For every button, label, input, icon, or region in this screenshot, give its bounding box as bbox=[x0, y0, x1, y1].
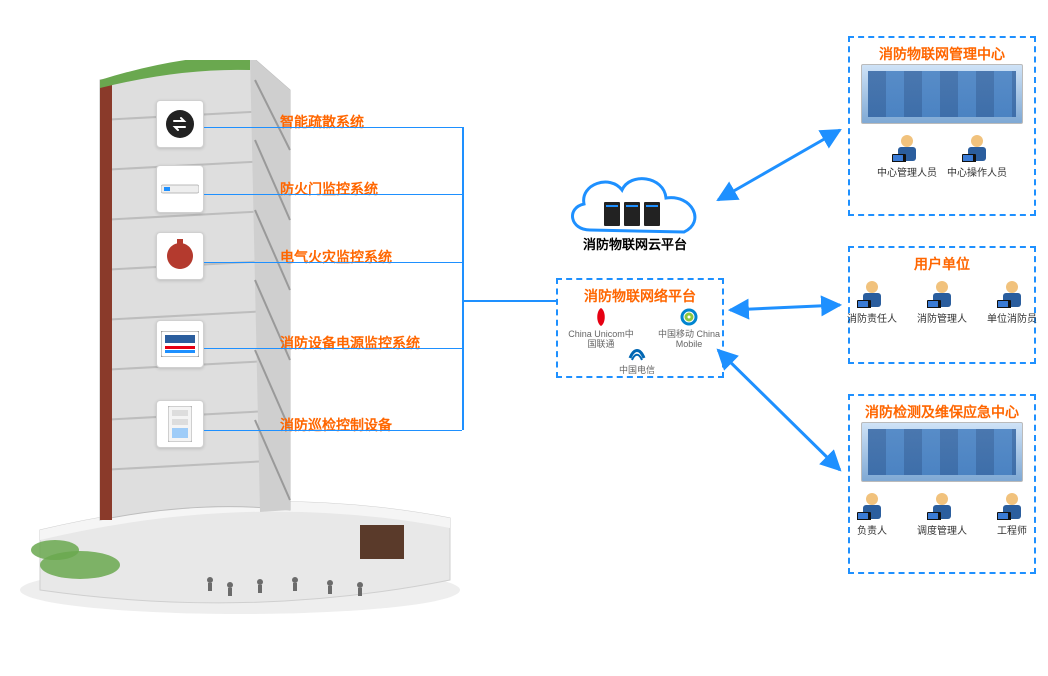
sys-door-line bbox=[204, 194, 462, 195]
panel-mgmt: 消防物联网管理中心中心管理人员中心操作人员 bbox=[848, 36, 1036, 216]
trunk-horizontal bbox=[462, 300, 556, 302]
arr-cloud-mgmt bbox=[718, 130, 840, 200]
panel-maint-body: 负责人 调度管理人 工程师 bbox=[858, 422, 1026, 564]
panel-maint: 消防检测及维保应急中心负责人 调度管理人 工程师 bbox=[848, 394, 1036, 574]
device-sys-patrol bbox=[156, 400, 204, 448]
panel-mgmt-title: 消防物联网管理中心 bbox=[850, 44, 1034, 64]
p-mgmt-op: 中心操作人员 bbox=[949, 132, 1005, 179]
p-user-owner-label: 消防责任人 bbox=[847, 310, 897, 325]
sys-evac-line bbox=[204, 127, 462, 128]
device-sys-power bbox=[156, 320, 204, 368]
panel-user-people-row: 消防责任人 消防管理人 单位消防员 bbox=[844, 278, 1040, 325]
p-mgmt-admin-label: 中心管理人员 bbox=[877, 164, 937, 179]
cloud-label: 消防物联网云平台 bbox=[560, 234, 710, 253]
p-maint-lead-label: 负责人 bbox=[857, 522, 887, 537]
sys-elec-label: 电气火灾监控系统 bbox=[280, 247, 392, 267]
sys-power-line bbox=[204, 348, 462, 349]
p-user-fire-label: 单位消防员 bbox=[987, 310, 1037, 325]
panel-maint-title: 消防检测及维保应急中心 bbox=[850, 402, 1034, 422]
p-maint-dis: 调度管理人 bbox=[914, 490, 970, 537]
p-maint-dis-label: 调度管理人 bbox=[917, 522, 967, 537]
panel-mgmt-body: 中心管理人员中心操作人员 bbox=[858, 64, 1026, 206]
arr-cloud-maint bbox=[718, 350, 840, 470]
cloud-platform: 消防物联网云平台 bbox=[560, 160, 710, 270]
panel-mgmt-people-row: 中心管理人员中心操作人员 bbox=[879, 132, 1005, 179]
p-maint-eng: 工程师 bbox=[984, 490, 1040, 537]
p-mgmt-admin: 中心管理人员 bbox=[879, 132, 935, 179]
sys-power-label: 消防设备电源监控系统 bbox=[280, 333, 420, 353]
arr-cloud-user bbox=[730, 305, 840, 310]
trunk-vertical bbox=[462, 127, 464, 430]
device-sys-elec bbox=[156, 232, 204, 280]
device-sys-door bbox=[156, 165, 204, 213]
panel-user-title: 用户单位 bbox=[850, 254, 1034, 274]
p-user-fire: 单位消防员 bbox=[984, 278, 1040, 325]
panel-maint-videowall bbox=[861, 422, 1023, 482]
panel-user-body: 消防责任人消防管理人单位消防员 bbox=[858, 274, 1026, 354]
p-user-mgr-label: 消防管理人 bbox=[917, 310, 967, 325]
sys-patrol-line bbox=[204, 430, 462, 431]
panel-maint-people-row: 负责人 调度管理人 工程师 bbox=[844, 490, 1040, 537]
panel-user: 用户单位消防责任人消防管理人单位消防员 bbox=[848, 246, 1036, 364]
sys-door-label: 防火门监控系统 bbox=[280, 179, 378, 199]
network-platform-title: 消防物联网络平台 bbox=[558, 286, 722, 306]
p-user-mgr: 消防管理人 bbox=[914, 278, 970, 325]
p-mgmt-op-label: 中心操作人员 bbox=[947, 164, 1007, 179]
p-maint-lead: 负责人 bbox=[844, 490, 900, 537]
sys-elec-line bbox=[204, 262, 462, 263]
p-maint-eng-label: 工程师 bbox=[997, 522, 1027, 537]
diagram-stage: { "colors": { "accent": "#ff6600", "line… bbox=[0, 0, 1048, 676]
panel-mgmt-videowall bbox=[861, 64, 1023, 124]
device-sys-evac bbox=[156, 100, 204, 148]
sys-patrol-label: 消防巡检控制设备 bbox=[280, 415, 392, 435]
p-user-owner: 消防责任人 bbox=[844, 278, 900, 325]
carrier-telecom-label: 中国电信 bbox=[619, 365, 655, 375]
carrier-telecom: 中国电信 bbox=[602, 342, 672, 376]
sys-evac-label: 智能疏散系统 bbox=[280, 112, 364, 132]
